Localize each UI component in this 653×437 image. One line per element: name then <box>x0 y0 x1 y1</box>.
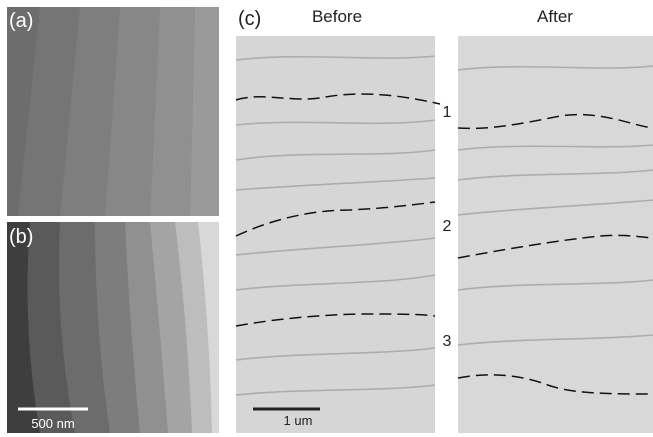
panel-label: (a) <box>9 10 33 32</box>
scale-bar-label: 1 um <box>284 413 313 428</box>
panel-label: (c) <box>238 8 261 30</box>
panel-c-before-image <box>235 36 441 433</box>
step-marker: 1 <box>443 104 452 121</box>
panel-a-image <box>7 7 219 216</box>
step-marker: 2 <box>443 218 452 235</box>
step-marker: 3 <box>443 333 452 350</box>
panel-label: (b) <box>9 226 33 248</box>
column-header: Before <box>312 7 362 26</box>
panel-c-after-image <box>457 36 653 433</box>
column-header: After <box>537 7 573 26</box>
scale-bar-label: 500 nm <box>31 416 74 431</box>
panel-b-image <box>7 222 219 433</box>
